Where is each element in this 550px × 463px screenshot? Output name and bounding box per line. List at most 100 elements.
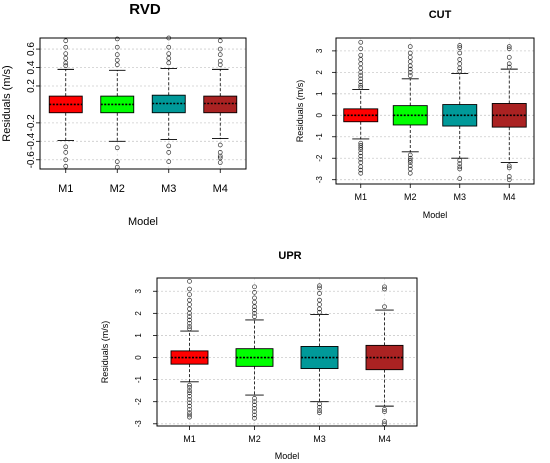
outlier-point (317, 401, 322, 407)
outlier-point (187, 326, 192, 332)
outlier-point (358, 76, 364, 82)
y-tick-label: 3 (315, 48, 324, 53)
outlier-point (382, 407, 387, 412)
plot-frame (335, 37, 535, 185)
chart-title: CUT (429, 9, 452, 21)
x-axis-label: Model (423, 210, 448, 220)
box-m2 (235, 284, 274, 421)
y-tick-label: -3 (134, 420, 143, 428)
outlier-point (252, 307, 257, 313)
box-m3 (300, 283, 339, 416)
outlier-point (407, 44, 413, 49)
box-m3 (151, 35, 186, 164)
outlier-point (187, 278, 192, 284)
outlier-point (187, 317, 192, 323)
outlier-point (187, 390, 192, 396)
outlier-point (506, 46, 512, 52)
outlier-point (506, 61, 512, 67)
outlier-point (252, 295, 257, 301)
outlier-point (166, 143, 172, 149)
outlier-point (457, 166, 463, 172)
outlier-point (187, 412, 192, 418)
y-tick-label: 0.6 (26, 42, 37, 56)
outlier-point (506, 44, 512, 49)
outlier-point (252, 402, 257, 408)
outlier-point (217, 52, 223, 57)
box-m1 (170, 278, 209, 420)
box-m4 (365, 284, 404, 427)
y-tick-label: 0.4 (26, 60, 37, 74)
box-m2 (100, 36, 135, 170)
outlier-point (252, 412, 257, 418)
outlier-point (63, 157, 69, 163)
outlier-point (317, 297, 322, 303)
outlier-point (506, 174, 512, 179)
box-m2 (392, 44, 428, 176)
outlier-point (358, 39, 364, 45)
outlier-point (506, 165, 512, 171)
outlier-point (187, 302, 192, 307)
outlier-point (114, 57, 120, 63)
chart-title: UPR (278, 250, 301, 262)
outlier-point (166, 44, 172, 50)
x-tick-label: M3 (453, 192, 466, 202)
outlier-point (407, 66, 413, 72)
outlier-point (217, 38, 223, 44)
outlier-point (217, 62, 223, 68)
outlier-point (358, 164, 364, 170)
outlier-point (506, 177, 512, 183)
outlier-point (114, 159, 120, 164)
outlier-point (63, 150, 69, 155)
outlier-point (457, 68, 463, 74)
outlier-point (187, 400, 192, 406)
x-axis-label: Model (275, 451, 300, 461)
outlier-point (187, 407, 192, 412)
outlier-point (358, 150, 364, 156)
y-tick-label: 0.2 (26, 79, 37, 93)
outlier-point (358, 147, 364, 152)
outlier-point (506, 163, 512, 169)
y-tick-label: 0 (134, 355, 143, 360)
x-tick-label: M1 (58, 183, 73, 195)
y-axis-label: Residuals (m/s) (100, 321, 110, 384)
outlier-point (317, 309, 322, 315)
outlier-point (217, 155, 223, 161)
outlier-point (252, 284, 257, 290)
outlier-point (358, 167, 364, 173)
y-tick-label: 1 (315, 91, 324, 96)
outlier-point (358, 79, 364, 85)
chart-upr: UPR -3 -2 -1 0 1 2 3 M1 M2 M3 M4 Model Residuals (m/s… (100, 250, 418, 461)
outlier-point (217, 160, 223, 165)
outlier-point (252, 310, 257, 316)
outlier-point (252, 405, 257, 411)
outlier-point (317, 404, 322, 410)
outlier-point (217, 142, 223, 148)
outlier-point (187, 384, 192, 390)
outlier-point (317, 302, 322, 307)
y-tick-label: -1 (134, 376, 143, 384)
plot-frame (39, 37, 247, 170)
outlier-point (317, 285, 322, 291)
outlier-point (63, 51, 69, 57)
x-tick-label: M1 (354, 192, 367, 202)
y-axis-label: Residuals (m/s) (295, 80, 305, 143)
outlier-point (187, 320, 192, 326)
outlier-point (317, 291, 322, 296)
outlier-point (252, 409, 257, 414)
outlier-point (317, 306, 322, 312)
outlier-point (358, 170, 364, 176)
outlier-point (457, 164, 463, 170)
outlier-point (407, 163, 413, 169)
x-tick-label: M4 (378, 434, 391, 444)
outlier-point (358, 85, 364, 90)
y-tick-label: -1 (315, 133, 324, 141)
x-tick-label: M2 (404, 192, 417, 202)
outlier-point (63, 38, 69, 44)
outlier-point (382, 304, 387, 310)
plot-frame (156, 277, 418, 427)
box-m4 (491, 44, 527, 183)
outlier-point (166, 60, 172, 66)
outlier-point (358, 70, 364, 75)
x-axis-label: Model (128, 216, 158, 228)
outlier-point (166, 150, 172, 155)
